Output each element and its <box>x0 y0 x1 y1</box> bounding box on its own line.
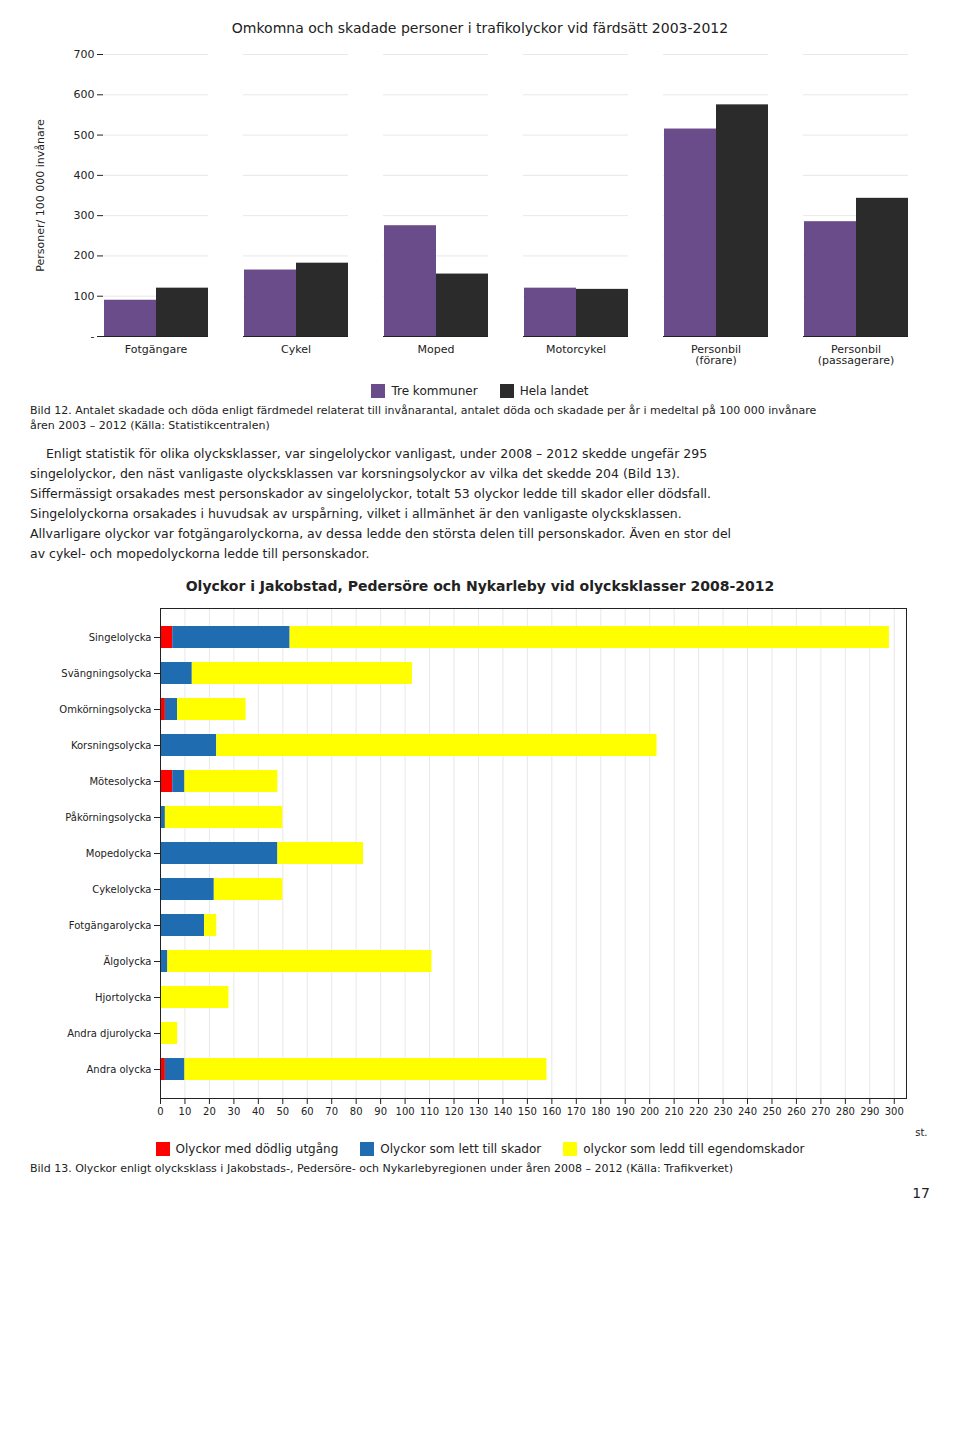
svg-text:60: 60 <box>301 1106 314 1117</box>
html-text:Hela landet: Hela landet <box>519 384 589 398</box>
svg-text:Fotgängarolycka: Fotgängarolycka <box>69 920 152 931</box>
html-text:Bild 12. Antalet skadade och d: Bild 12. Antalet skadade och döda enligt… <box>30 404 817 417</box>
svg-text:100: 100 <box>74 290 95 303</box>
svg-text:Motorcykel: Motorcykel <box>546 343 606 356</box>
svg-text:180: 180 <box>591 1106 610 1117</box>
html-text:Siffermässigt orsakades mest p: Siffermässigt orsakades mest personskado… <box>30 486 712 501</box>
svg-text:280: 280 <box>836 1106 855 1117</box>
svg-text:40: 40 <box>252 1106 265 1117</box>
svg-text:250: 250 <box>762 1106 781 1117</box>
svg-text:230: 230 <box>714 1106 733 1117</box>
svg-text:400: 400 <box>74 169 95 182</box>
svg-text:st.: st. <box>915 1127 927 1138</box>
svg-text:Svängningsolycka: Svängningsolycka <box>61 668 151 679</box>
svg-text:Mötesolycka: Mötesolycka <box>89 776 151 787</box>
svg-text:30: 30 <box>228 1106 241 1117</box>
svg-text:500: 500 <box>74 129 95 142</box>
svg-text:270: 270 <box>811 1106 830 1117</box>
svg-text:90: 90 <box>374 1106 387 1117</box>
html-text:Singelolyckorna orsakades i hu: Singelolyckorna orsakades i huvudsak av … <box>30 506 682 521</box>
html-text:Bild 13. Olyckor enligt olycks: Bild 13. Olyckor enligt olycksklass i Ja… <box>30 1162 733 1175</box>
svg-text:300: 300 <box>885 1106 904 1117</box>
svg-text:Personer/ 100 000 invånare: Personer/ 100 000 invånare <box>34 119 47 272</box>
svg-text:0: 0 <box>157 1106 163 1117</box>
svg-text:Andra olycka: Andra olycka <box>87 1064 152 1075</box>
html-text:åren 2003 – 2012 (Källa: Stati: åren 2003 – 2012 (Källa: Statistikcentra… <box>30 419 270 432</box>
svg-text:700: 700 <box>74 48 95 61</box>
svg-text:20: 20 <box>203 1106 216 1117</box>
svg-text:Fotgängare: Fotgängare <box>125 343 188 356</box>
svg-text:70: 70 <box>325 1106 338 1117</box>
svg-text:200: 200 <box>640 1106 659 1117</box>
svg-text:220: 220 <box>689 1106 708 1117</box>
html-text:olyckor som ledd till egendoms: olyckor som ledd till egendomskador <box>583 1142 805 1156</box>
svg-text:600: 600 <box>74 88 95 101</box>
svg-text:150: 150 <box>518 1106 537 1117</box>
svg-text:140: 140 <box>493 1106 512 1117</box>
svg-text:130: 130 <box>469 1106 488 1117</box>
svg-text:Mopedolycka: Mopedolycka <box>86 848 152 859</box>
svg-text:Cykelolycka: Cykelolycka <box>92 884 151 895</box>
svg-text:Påkörningsolycka: Påkörningsolycka <box>65 811 151 823</box>
svg-text:290: 290 <box>860 1106 879 1117</box>
html-text:Omkomna och skadade personer i: Omkomna och skadade personer i trafikoly… <box>231 20 729 36</box>
svg-text:Andra djurolycka: Andra djurolycka <box>67 1028 151 1039</box>
svg-text:Moped: Moped <box>418 343 455 356</box>
svg-text:210: 210 <box>665 1106 684 1117</box>
html-text:Tre kommuner: Tre kommuner <box>391 384 478 398</box>
html-text:av cykel- och mopedolyckorna l: av cykel- och mopedolyckorna ledde till … <box>30 546 370 561</box>
html-text:Allvarligare olyckor var fotgä: Allvarligare olyckor var fotgängarolycko… <box>30 526 732 541</box>
html-text:singelolyckor, den näst vanlig: singelolyckor, den näst vanligaste olyck… <box>30 466 681 481</box>
html-text:Olyckor i Jakobstad, Pedersöre: Olyckor i Jakobstad, Pedersöre och Nykar… <box>185 578 775 594</box>
svg-text:170: 170 <box>567 1106 586 1117</box>
svg-text:10: 10 <box>179 1106 192 1117</box>
html-text:17: 17 <box>912 1185 930 1201</box>
svg-text:Cykel: Cykel <box>281 343 311 356</box>
svg-text:Älgolycka: Älgolycka <box>103 955 151 967</box>
html-text:Enligt statistik för olika oly: Enligt statistik för olika olycksklasser… <box>30 446 708 461</box>
svg-text:240: 240 <box>738 1106 757 1117</box>
svg-text:Hjortolycka: Hjortolycka <box>95 992 152 1003</box>
svg-text:-: - <box>91 330 95 343</box>
html-text:Olyckor som lett till skador: Olyckor som lett till skador <box>380 1142 542 1156</box>
svg-text:80: 80 <box>350 1106 363 1117</box>
svg-text:200: 200 <box>74 249 95 262</box>
svg-text:Personbil(passagerare): Personbil(passagerare) <box>818 343 895 367</box>
svg-text:300: 300 <box>74 209 95 222</box>
svg-text:50: 50 <box>276 1106 289 1117</box>
svg-text:Personbil(förare): Personbil(förare) <box>691 343 741 367</box>
svg-text:120: 120 <box>444 1106 463 1117</box>
svg-text:Omkörningsolycka: Omkörningsolycka <box>59 704 151 715</box>
svg-text:190: 190 <box>616 1106 635 1117</box>
svg-text:Singelolycka: Singelolycka <box>89 632 152 643</box>
svg-text:110: 110 <box>420 1106 439 1117</box>
svg-text:100: 100 <box>396 1106 415 1117</box>
svg-text:160: 160 <box>542 1106 561 1117</box>
html-text:Olyckor med dödlig utgång: Olyckor med dödlig utgång <box>175 1142 339 1156</box>
svg-text:260: 260 <box>787 1106 806 1117</box>
svg-text:Korsningsolycka: Korsningsolycka <box>71 740 152 751</box>
